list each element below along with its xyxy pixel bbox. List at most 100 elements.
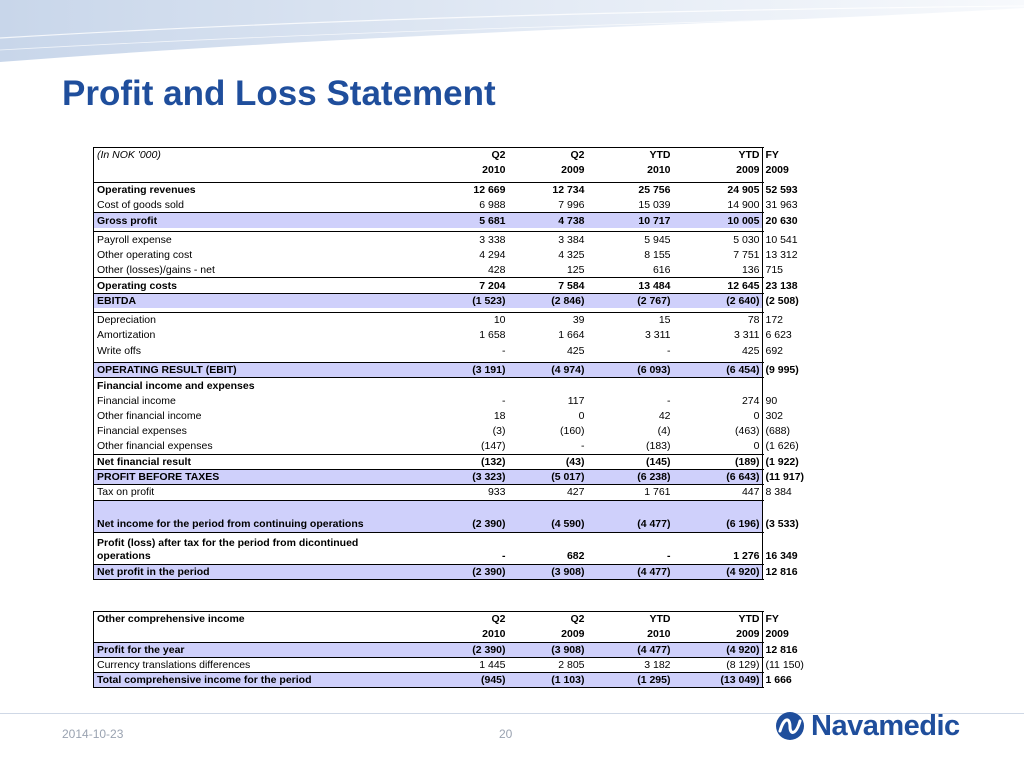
value-cell: 6 988 xyxy=(479,198,506,211)
table-row: Profit (loss) after tax for the period f… xyxy=(93,531,798,565)
value-cell: 10 005 xyxy=(673,212,763,228)
table-header-label: (In NOK '000) xyxy=(97,149,161,162)
value-cell: (189) xyxy=(673,453,763,470)
value-cell: (3 323) xyxy=(429,468,509,485)
period-header: Q2 xyxy=(491,149,506,162)
value-cell: 682 xyxy=(508,531,588,565)
value-cell: 39 xyxy=(508,311,588,328)
row-label: OPERATING RESULT (EBIT) xyxy=(93,361,376,378)
spacer-cell xyxy=(375,377,430,393)
year-header: 2010 xyxy=(482,164,506,177)
value-cell: 1 761 xyxy=(587,484,674,501)
value-cell: 13 484 xyxy=(587,277,674,294)
value-cell: (6 093) xyxy=(587,361,674,378)
value-cell: 24 905 xyxy=(673,181,763,198)
spacer-cell xyxy=(375,311,430,328)
value-cell: (183) xyxy=(645,440,671,453)
spacer-cell xyxy=(375,672,430,688)
year-header: 2010 xyxy=(647,164,671,177)
value-cell: (160) xyxy=(559,425,585,438)
value-cell xyxy=(673,377,763,393)
row-label: Financial income xyxy=(97,394,176,407)
spacer-cell xyxy=(375,361,430,378)
period-header: YTD xyxy=(738,613,760,626)
year-header: 2009 xyxy=(561,164,585,177)
spacer-cell xyxy=(375,292,430,309)
value-cell: (4 477) xyxy=(587,499,674,533)
spacer-cell xyxy=(375,641,430,658)
value-cell: 425 xyxy=(741,344,760,357)
row-label: Write offs xyxy=(97,344,141,357)
value-cell: 1 658 xyxy=(479,329,506,342)
navamedic-logo: Navamedic xyxy=(774,704,960,748)
table-header-label: Other comprehensive income xyxy=(97,613,245,626)
table-header-row: Other comprehensive income Q2 Q2 YTD YTD FY xyxy=(94,612,779,627)
year-header: 2009 xyxy=(561,628,585,641)
row-label: Cost of goods sold xyxy=(97,198,184,211)
value-cell: (2 640) xyxy=(673,292,763,309)
value-cell: (6 454) xyxy=(673,361,763,378)
row-label: Financial expenses xyxy=(97,425,187,438)
table-year-row: 2010 2009 2010 2009 2009 xyxy=(94,627,789,642)
value-cell: 10 xyxy=(429,311,509,328)
comprehensive-income-table: Other comprehensive income Q2 Q2 YTD YTD FY 20… xyxy=(93,611,804,689)
row-label: Other financial income xyxy=(97,409,202,422)
value-cell: 25 756 xyxy=(587,181,674,198)
spacer-cell xyxy=(94,163,376,178)
spacer-cell xyxy=(376,247,430,262)
value-cell: (945) xyxy=(429,672,509,688)
value-cell: 2 805 xyxy=(508,656,588,673)
value-cell: 12 734 xyxy=(508,181,588,198)
row-label: Depreciation xyxy=(93,311,376,328)
row-label: Net profit in the period xyxy=(93,563,376,580)
period-header: Q2 xyxy=(570,149,585,162)
table-row: Operating revenues 12 669 12 734 25 756 24 9… xyxy=(93,181,798,198)
value-cell: - xyxy=(581,440,585,453)
spacer-cell xyxy=(375,484,430,501)
period-header: YTD xyxy=(649,613,671,626)
row-label: Net financial result xyxy=(93,453,376,470)
value-cell: (43) xyxy=(508,453,588,470)
spacer-cell xyxy=(375,499,430,533)
footer-divider xyxy=(0,713,1024,714)
row-label: Payroll expense xyxy=(93,231,376,248)
value-cell: 3 384 xyxy=(508,231,588,248)
value-cell: 10 717 xyxy=(587,212,674,228)
value-cell: 12 645 xyxy=(673,277,763,294)
year-header: 2009 xyxy=(736,164,760,177)
value-cell: 15 xyxy=(587,311,674,328)
value-cell xyxy=(429,377,509,393)
logo-swirl-icon xyxy=(776,712,804,740)
value-cell: 0 xyxy=(753,409,760,422)
value-cell: (6 196) xyxy=(673,499,763,533)
spacer-cell xyxy=(375,656,430,673)
table-row: Net financial result (132) (43) (145) (189)(… xyxy=(93,453,799,470)
value-cell: 4 738 xyxy=(508,212,588,228)
spacer-cell xyxy=(375,212,430,228)
value-cell: (4 920) xyxy=(673,641,763,658)
spacer-cell xyxy=(375,563,430,580)
table-row: Net income for the period from continuin… xyxy=(93,499,799,533)
value-cell: (4 920) xyxy=(673,563,763,580)
value-cell: 7 996 xyxy=(558,198,585,211)
table-row: Amortization 1 658 1 664 3 311 3 311 6 623 xyxy=(94,328,792,343)
value-cell xyxy=(587,377,674,393)
page-number: 20 xyxy=(499,727,513,741)
value-cell: (3 191) xyxy=(429,361,509,378)
row-label: Amortization xyxy=(97,329,156,342)
value-cell: 5 945 xyxy=(587,231,674,248)
table-row: Write offs -425-425 692 xyxy=(94,343,783,358)
spacer-cell xyxy=(376,393,430,408)
row-label: Other financial expenses xyxy=(97,440,213,453)
value-cell: (2 390) xyxy=(429,499,509,533)
table-row: OPERATING RESULT (EBIT) (3 191) (4 974) (6 … xyxy=(93,361,799,378)
period-header: Q2 xyxy=(570,613,585,626)
table-row: Financial income and expenses xyxy=(93,377,763,393)
value-cell: (4) xyxy=(657,425,671,438)
period-header: YTD xyxy=(738,149,760,162)
header-swoosh-graphic xyxy=(0,0,1024,62)
table-row: Financial income -117-274 90 xyxy=(94,393,777,408)
logo-wordmark: Navamedic xyxy=(811,709,960,742)
value-cell: 1 445 xyxy=(429,656,509,673)
value-cell: 5 030 xyxy=(673,231,763,248)
